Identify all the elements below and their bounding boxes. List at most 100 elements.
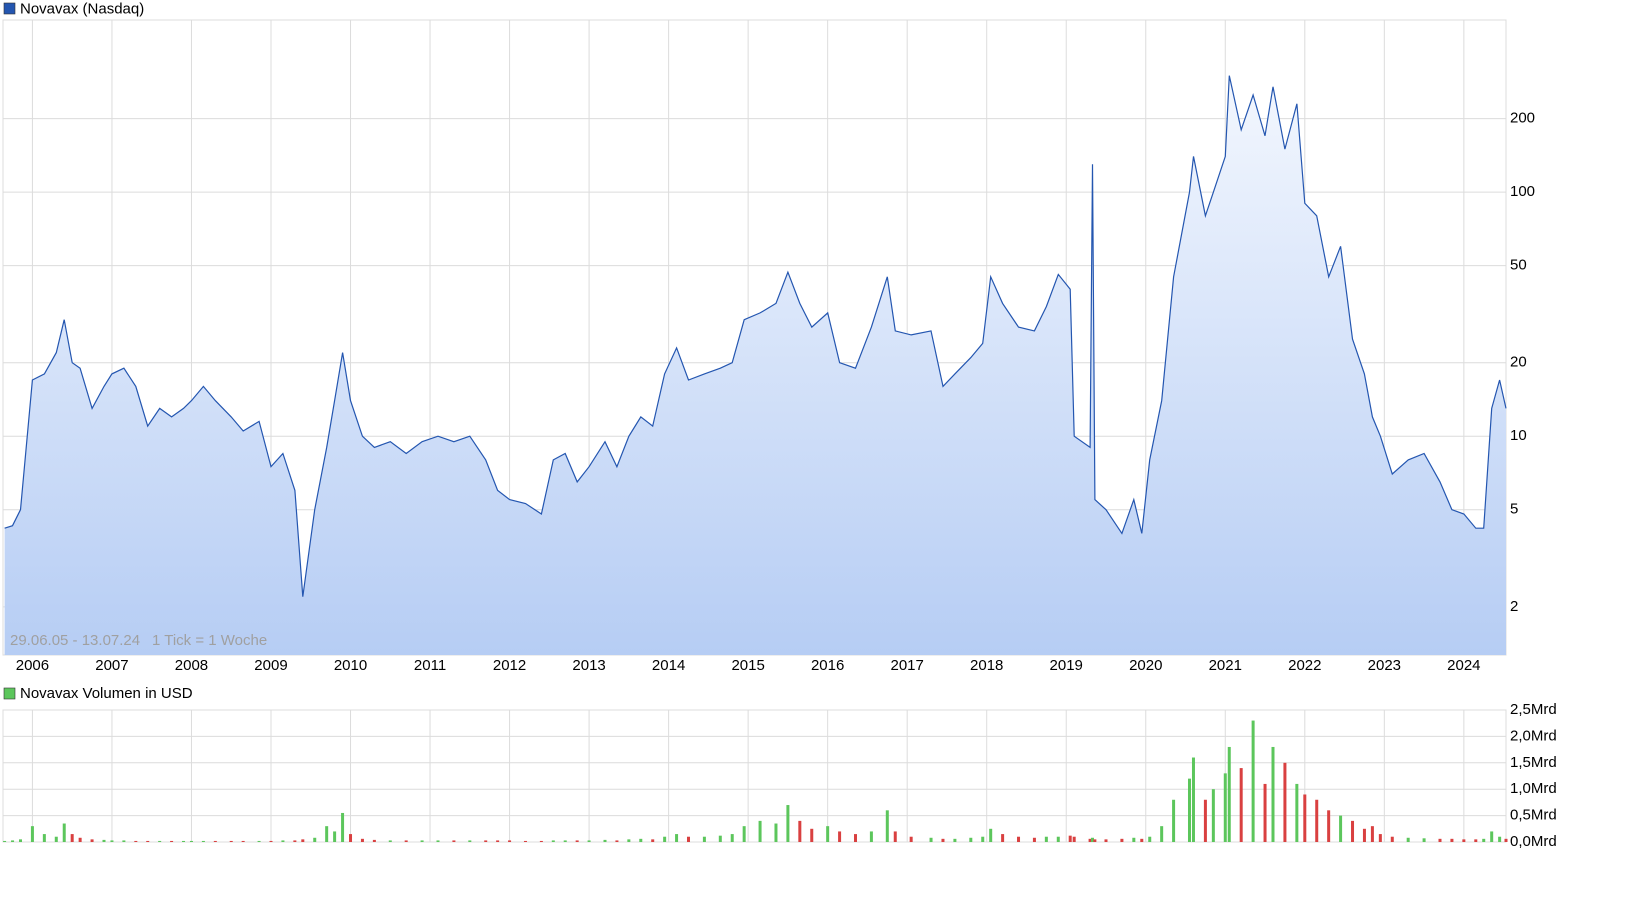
volume-bar — [718, 835, 722, 842]
y-tick-label: 200 — [1510, 110, 1535, 127]
volume-bar — [146, 840, 150, 842]
volume-bar — [1378, 834, 1382, 842]
volume-bar — [1068, 835, 1072, 842]
volume-bar — [1148, 836, 1152, 842]
volume-bar — [189, 840, 193, 842]
volume-bar — [301, 839, 305, 842]
volume-bar — [1390, 836, 1394, 842]
x-tick-label: 2016 — [811, 657, 844, 674]
volume-bar — [838, 831, 842, 842]
volume-bar — [1339, 815, 1343, 842]
x-tick-label: 2007 — [95, 657, 128, 674]
volume-bar — [869, 831, 873, 842]
volume-bar — [1422, 838, 1426, 842]
plot-frame — [2, 709, 1507, 843]
volume-bar — [989, 828, 993, 842]
volume-bar — [360, 838, 364, 842]
volume-bar — [484, 840, 488, 842]
volume-bar — [30, 826, 34, 842]
y-tick-label: 0,5Mrd — [1510, 807, 1557, 824]
y-tick-label: 1,5Mrd — [1510, 754, 1557, 771]
volume-bar — [213, 840, 217, 842]
volume-bar — [293, 840, 297, 842]
volume-bar — [969, 837, 973, 842]
volume-bar — [1490, 831, 1494, 842]
annotation: 29.06.05 - 13.07.24 — [10, 632, 140, 649]
volume-bar — [981, 836, 985, 842]
x-tick-label: 2015 — [731, 657, 764, 674]
x-tick-label: 2008 — [175, 657, 208, 674]
y-tick-label: 100 — [1510, 183, 1535, 200]
volume-bar — [587, 840, 591, 842]
volume-bar — [1450, 838, 1454, 842]
volume-bar — [90, 839, 94, 842]
volume-bar — [122, 840, 126, 842]
volume-bar — [603, 839, 607, 842]
legend-label: Novavax (Nasdaq) — [20, 0, 144, 17]
y-tick-label: 0,0Mrd — [1510, 833, 1557, 850]
volume-bar — [1017, 836, 1021, 842]
y-tick-label: 10 — [1510, 427, 1527, 444]
volume-bar — [893, 831, 897, 842]
volume-bar — [1044, 836, 1048, 842]
volume-bar — [170, 840, 174, 842]
volume-bar — [110, 840, 114, 842]
volume-bar — [1462, 839, 1466, 842]
volume-bar — [436, 840, 440, 842]
volume-bar — [1482, 838, 1486, 842]
volume-bar — [1104, 839, 1108, 842]
volume-bar — [539, 840, 543, 842]
x-tick-label: 2012 — [493, 657, 526, 674]
x-tick-label: 2010 — [334, 657, 367, 674]
volume-bar — [1370, 826, 1374, 842]
volume-bar — [702, 836, 706, 842]
x-tick-label: 2013 — [572, 657, 605, 674]
volume-bar — [1263, 783, 1267, 842]
y-tick-label: 5 — [1510, 501, 1518, 518]
volume-bar — [134, 840, 138, 842]
volume-bar — [686, 836, 690, 842]
y-tick-label: 2 — [1510, 598, 1518, 615]
volume-bar — [158, 840, 162, 842]
volume-bar — [1251, 720, 1255, 842]
x-tick-label: 2019 — [1050, 657, 1083, 674]
volume-bar — [420, 840, 424, 842]
volume-bar — [1056, 836, 1060, 842]
volume-bar — [1120, 838, 1124, 842]
volume-bar — [1088, 838, 1092, 842]
volume-bar — [11, 840, 15, 842]
volume-bar — [774, 823, 778, 842]
volume-bar — [639, 838, 643, 842]
y-tick-label: 1,0Mrd — [1510, 780, 1557, 797]
volume-bar — [102, 839, 106, 842]
x-tick-label: 2020 — [1129, 657, 1162, 674]
volume-bar — [1072, 836, 1076, 842]
volume-bar — [941, 838, 945, 842]
volume-bar — [62, 823, 66, 842]
volume-bar — [333, 831, 337, 842]
volume-bar — [78, 837, 82, 842]
legend-swatch — [3, 687, 16, 700]
x-tick-label: 2022 — [1288, 657, 1321, 674]
y-tick-label: 50 — [1510, 257, 1527, 274]
volume-bar — [1172, 799, 1176, 842]
volume-bar — [1295, 783, 1299, 842]
x-tick-label: 2024 — [1447, 657, 1480, 674]
volume-bar — [508, 840, 512, 842]
y-tick-label: 2,0Mrd — [1510, 727, 1557, 744]
volume-bar — [810, 828, 814, 842]
volume-bar — [826, 826, 830, 842]
volume-bar — [1315, 799, 1319, 842]
x-tick-label: 2018 — [970, 657, 1003, 674]
x-tick-label: 2021 — [1209, 657, 1242, 674]
volume-bar — [1438, 838, 1442, 842]
volume-bar — [1303, 794, 1307, 842]
volume-bar — [1203, 799, 1207, 842]
volume-bar — [349, 834, 353, 842]
volume-bar — [182, 840, 186, 842]
volume-bar — [269, 840, 273, 842]
volume-bar — [730, 834, 734, 842]
legend-label: Novavax Volumen in USD — [20, 685, 193, 702]
volume-bar — [372, 839, 376, 842]
